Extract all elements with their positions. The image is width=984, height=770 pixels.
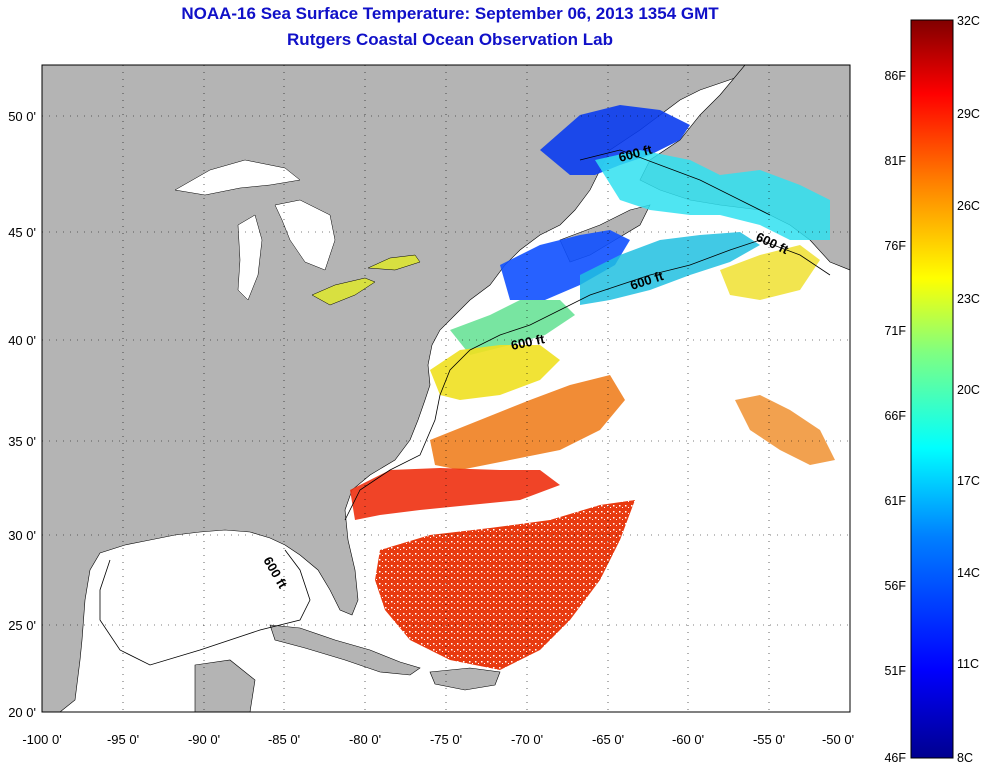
contour-label: 600 ft <box>510 331 547 353</box>
colorbar-gradient <box>910 19 954 759</box>
lake-michigan <box>237 214 263 301</box>
y-tick-label: 30 0' <box>8 528 36 543</box>
sst-mid-atlantic-yellow <box>430 345 560 400</box>
contour-gulf <box>99 549 311 666</box>
colorbar-c-label: 26C <box>957 199 980 213</box>
sst-gulf-of-maine <box>500 230 630 300</box>
sst-gulf-stream-orange <box>430 375 625 470</box>
y-axis: 50 0' 45 0' 40 0' 35 0' 30 0' 25 0' 20 0… <box>8 109 36 720</box>
sst-scotian-cyan <box>580 232 760 305</box>
map-subtitle: Rutgers Coastal Ocean Observation Lab <box>287 30 613 49</box>
y-tick-label: 20 0' <box>8 705 36 720</box>
colorbar-c-label: 29C <box>957 107 980 121</box>
x-tick-label: -100 0' <box>22 732 61 747</box>
contour-east-coast <box>344 239 831 521</box>
y-tick-label: 35 0' <box>8 434 36 449</box>
colorbar: 86F 81F 76F 71F 66F 61F 56F 51F 46F 32C … <box>884 14 979 765</box>
x-tick-label: -55 0' <box>753 732 785 747</box>
x-tick-label: -95 0' <box>107 732 139 747</box>
sst-slope-yellow-east <box>720 245 820 300</box>
colorbar-c-label: 20C <box>957 383 980 397</box>
graticule <box>42 65 850 712</box>
colorbar-f-label: 66F <box>884 409 906 423</box>
sst-southeast-red <box>350 468 560 520</box>
sst-gulf-of-st-lawrence <box>540 105 690 175</box>
map-title: NOAA-16 Sea Surface Temperature: Septemb… <box>181 4 719 23</box>
x-tick-label: -60 0' <box>672 732 704 747</box>
x-tick-label: -70 0' <box>511 732 543 747</box>
x-tick-label: -65 0' <box>592 732 624 747</box>
land-yucatan <box>194 659 256 712</box>
lake-huron <box>274 199 336 271</box>
x-axis: -100 0' -95 0' -90 0' -85 0' -80 0' -75 … <box>22 732 854 747</box>
x-tick-label: -50 0' <box>822 732 854 747</box>
x-tick-label: -85 0' <box>268 732 300 747</box>
map-area <box>42 65 850 712</box>
colorbar-f-label: 61F <box>884 494 906 508</box>
colorbar-c-label: 14C <box>957 566 980 580</box>
sst-cyan-shelf <box>595 150 830 240</box>
x-tick-label: -80 0' <box>349 732 381 747</box>
colorbar-f-label: 46F <box>884 751 906 765</box>
colorbar-c-label: 11C <box>957 657 979 671</box>
sst-sargasso-red <box>375 500 635 670</box>
colorbar-f-label: 51F <box>884 664 906 678</box>
sst-mid-atlantic-green <box>450 300 575 355</box>
colorbar-f-label: 71F <box>884 324 906 338</box>
land-hispaniola <box>429 667 501 691</box>
colorbar-c-label: 8C <box>957 751 973 765</box>
y-tick-label: 45 0' <box>8 225 36 240</box>
colorbar-f-label: 56F <box>884 579 906 593</box>
colorbar-f-label: 76F <box>884 239 906 253</box>
y-tick-label: 25 0' <box>8 618 36 633</box>
colorbar-f-label: 86F <box>884 69 906 83</box>
contour-newfoundland <box>579 149 771 216</box>
y-tick-label: 40 0' <box>8 333 36 348</box>
lake-superior <box>174 159 301 196</box>
colorbar-c-label: 23C <box>957 292 980 306</box>
land-cuba <box>269 624 421 676</box>
lake-erie <box>311 277 376 306</box>
colorbar-c-label: 32C <box>957 14 980 28</box>
x-tick-label: -75 0' <box>430 732 462 747</box>
lake-ontario <box>367 254 421 271</box>
sst-offshore-orange-east <box>735 395 835 465</box>
x-tick-label: -90 0' <box>188 732 220 747</box>
colorbar-f-label: 81F <box>884 154 906 168</box>
y-tick-label: 50 0' <box>8 109 36 124</box>
colorbar-c-label: 17C <box>957 474 980 488</box>
